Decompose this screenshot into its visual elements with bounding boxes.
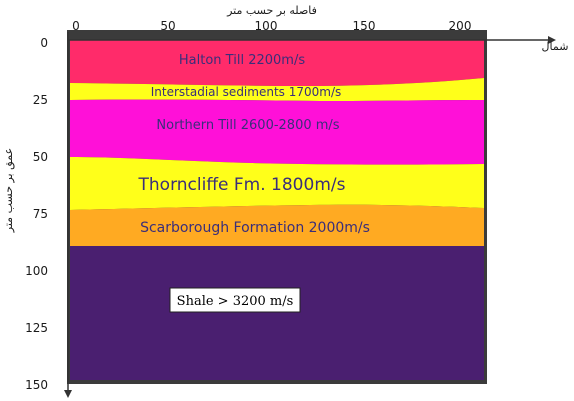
- y-tick-label: 100: [25, 264, 48, 278]
- y-tick-label: 75: [33, 207, 48, 221]
- y-tick-label: 50: [33, 150, 48, 164]
- x-axis-arrow: [548, 36, 556, 44]
- x-tick-label: 200: [449, 19, 472, 33]
- layer-interstadial-sediments: [70, 78, 484, 101]
- y-axis-title: عمق بر حسب متر: [2, 148, 16, 233]
- layer-thorncliffe: [70, 157, 484, 210]
- label-interstadial: Interstadial sediments 1700m/s: [151, 85, 342, 99]
- y-tick-label: 125: [25, 321, 48, 335]
- x-axis-title: فاصله بر حسب متر: [226, 4, 317, 17]
- x-tick-label: 0: [72, 19, 80, 33]
- x-tick-label: 100: [255, 19, 278, 33]
- label-northern-till: Northern Till 2600-2800 m/s: [156, 118, 339, 133]
- y-axis-arrow: [64, 390, 72, 398]
- label-thorncliffe: Thorncliffe Fm. 1800m/s: [138, 175, 346, 195]
- y-tick-label: 0: [40, 36, 48, 50]
- y-tick-label: 25: [33, 93, 48, 107]
- x-axis-end-label: شمال: [542, 40, 569, 53]
- y-tick-label: 150: [25, 378, 48, 392]
- label-shale: Shale > 3200 m/s: [177, 294, 294, 309]
- label-halton-till: Halton Till 2200m/s: [179, 53, 305, 68]
- label-scarborough: Scarborough Formation 2000m/s: [140, 220, 370, 236]
- layer-scarborough: [70, 204, 484, 246]
- layer-halton-till: [70, 40, 484, 86]
- x-tick-label: 50: [160, 19, 175, 33]
- layer-northern-till: [70, 99, 484, 165]
- shale-label-box: [169, 287, 301, 313]
- layer-shale: [70, 246, 484, 380]
- x-tick-label: 150: [353, 19, 376, 33]
